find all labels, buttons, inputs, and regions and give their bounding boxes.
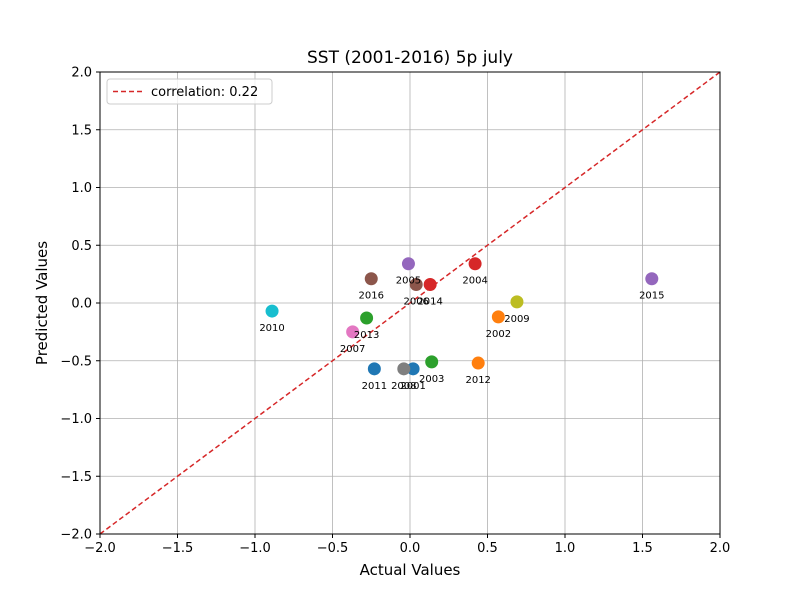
data-point-label-2010: 2010 (259, 323, 284, 334)
data-point-label-2002: 2002 (486, 329, 511, 340)
data-point-2016 (364, 272, 378, 286)
x-tick-label: −0.5 (317, 541, 349, 556)
data-point-2007 (346, 325, 360, 339)
x-tick-label: 1.5 (632, 541, 653, 556)
x-tick-label: 2.0 (710, 541, 731, 556)
chart-title: SST (2001-2016) 5p july (307, 48, 513, 68)
data-point-label-2007: 2007 (340, 344, 365, 355)
data-point-2012 (471, 356, 485, 370)
data-point-label-2011: 2011 (362, 381, 387, 392)
y-tick-label: 0.0 (71, 297, 92, 312)
y-tick-label: −1.0 (60, 412, 92, 427)
data-point-label-2013: 2013 (354, 330, 379, 341)
data-point-2010 (265, 304, 279, 318)
y-tick-label: −2.0 (60, 528, 92, 543)
data-point-label-2001: 2001 (400, 381, 425, 392)
x-axis-label: Actual Values (360, 561, 461, 579)
data-points (265, 257, 659, 376)
data-point-labels: 2001 2002 2003 2004 2005 2006 2007 2008 2009 2010… (259, 276, 664, 392)
data-point-label-2006: 2006 (403, 297, 428, 308)
y-tick-label: 2.0 (71, 66, 92, 81)
y-tick-label: 1.0 (71, 181, 92, 196)
x-tick-label: 0.5 (477, 541, 498, 556)
legend-box (106, 78, 273, 105)
x-tick-label: 0.0 (400, 541, 421, 556)
y-axis-label: Predicted Values (33, 241, 51, 365)
reference-line-group (99, 71, 721, 535)
data-point-2008 (397, 362, 411, 376)
data-point-2002 (491, 310, 505, 324)
data-point-label-2004: 2004 (462, 276, 487, 287)
data-point-2006 (409, 278, 423, 292)
data-point-label-2003: 2003 (419, 374, 444, 385)
y-tick-label: 1.5 (71, 123, 92, 138)
data-point-2003 (425, 355, 439, 369)
data-point-2004 (468, 257, 482, 271)
x-tick-label: −1.0 (239, 541, 271, 556)
data-point-label-2009: 2009 (504, 314, 529, 325)
data-point-label-2012: 2012 (465, 375, 490, 386)
x-tick-label: −2.0 (84, 541, 116, 556)
legend: correlation: 0.22 (106, 78, 273, 105)
data-point-2014 (423, 278, 437, 292)
data-point-label-2014: 2014 (417, 297, 442, 308)
reference-dashed-line (99, 71, 721, 535)
data-point-2015 (645, 272, 659, 286)
data-point-2011 (367, 362, 381, 376)
legend-entry-correlation: correlation: 0.22 (151, 85, 258, 100)
y-tick-label: −0.5 (60, 354, 92, 369)
y-tick-label: −1.5 (60, 470, 92, 485)
data-point-2005 (401, 257, 415, 271)
data-point-label-2008: 2008 (391, 381, 416, 392)
axis-ticks: −2.0 −1.5 −1.0 −0.5 0.0 0.5 1.0 1.5 2.0 −2.0 −1.5 −… (60, 66, 730, 557)
data-point-label-2015: 2015 (639, 291, 664, 302)
data-point-label-2005: 2005 (396, 276, 421, 287)
x-tick-label: −1.5 (162, 541, 194, 556)
data-point-2013 (360, 311, 374, 325)
data-point-label-2016: 2016 (359, 291, 384, 302)
y-tick-label: 0.5 (71, 239, 92, 254)
data-point-2009 (510, 295, 524, 309)
data-point-2001 (406, 362, 420, 376)
x-tick-label: 1.0 (555, 541, 576, 556)
